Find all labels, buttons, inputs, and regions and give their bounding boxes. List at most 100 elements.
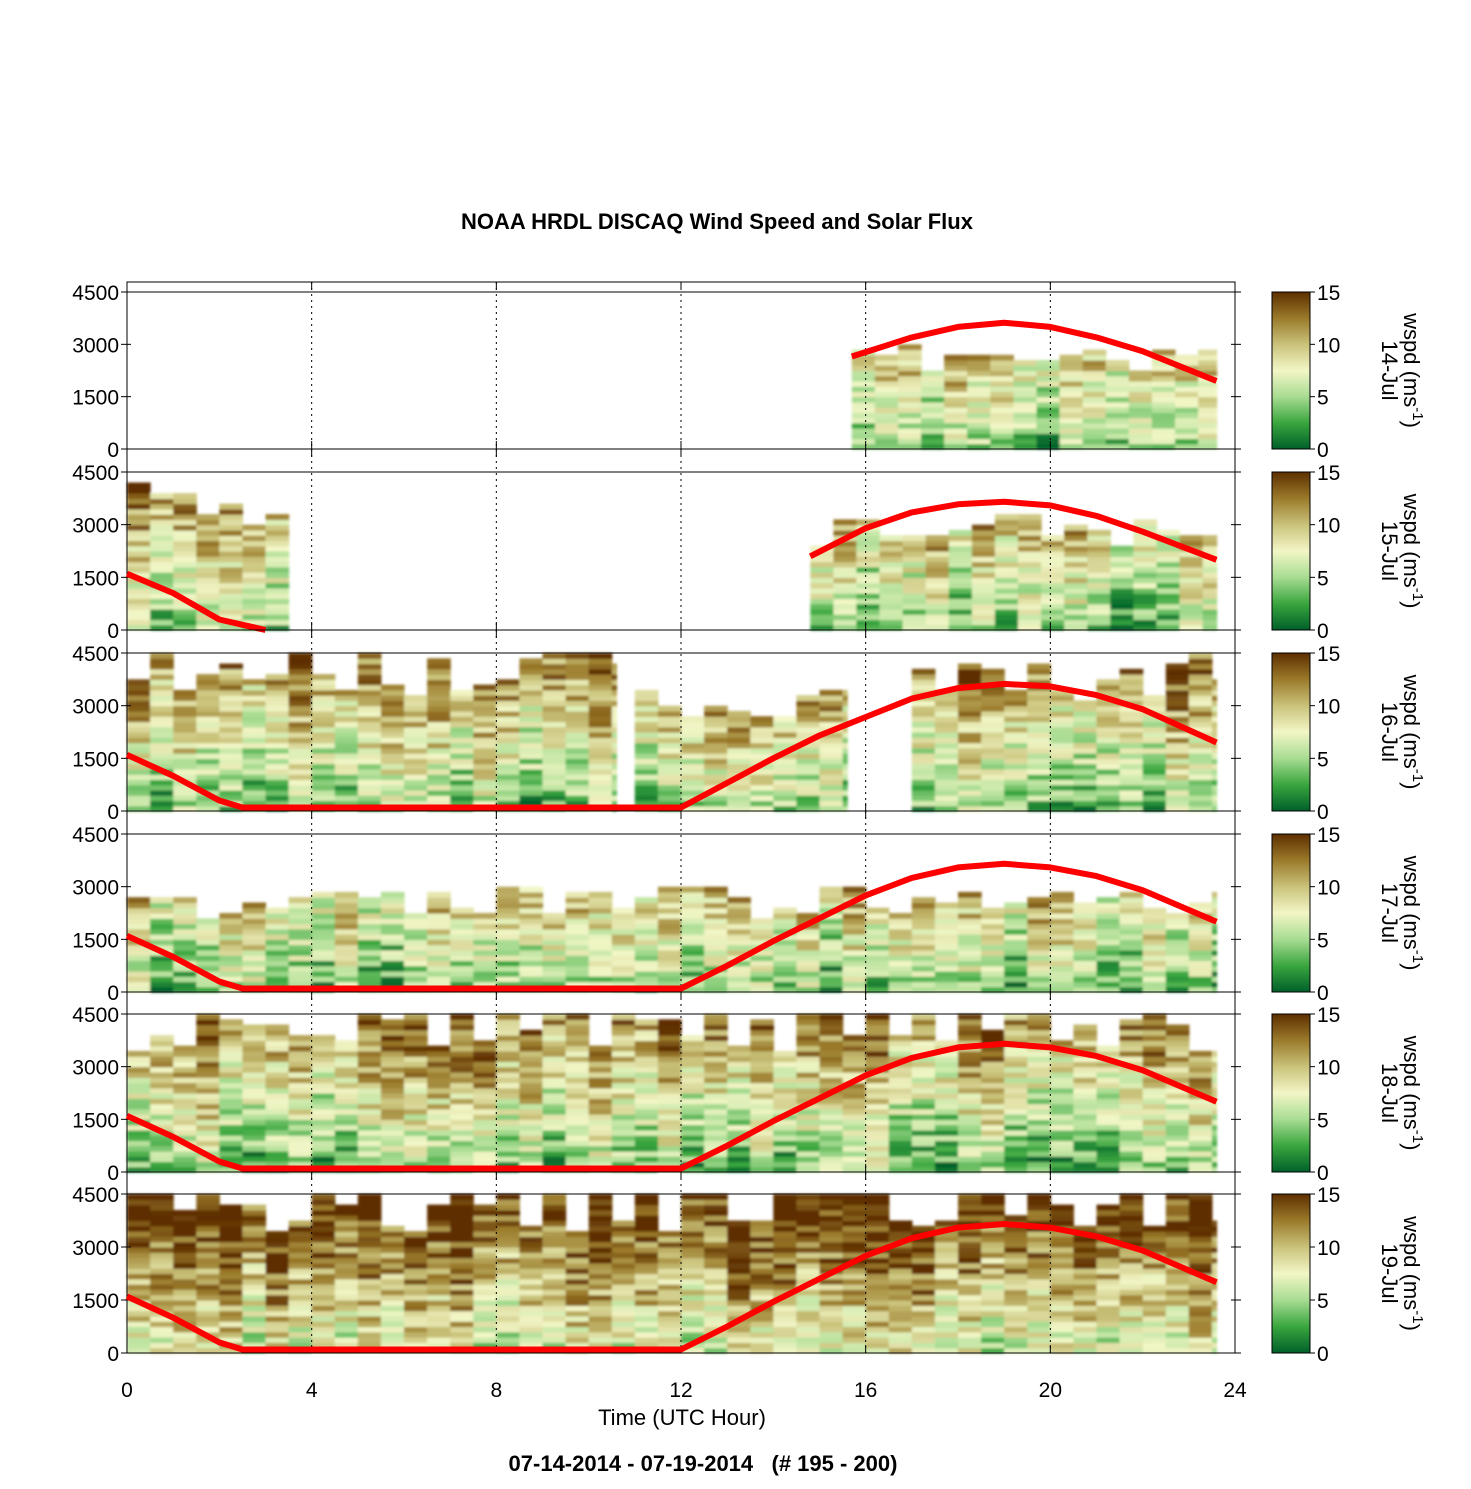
heatmap-cell (727, 976, 751, 983)
heatmap-cell (150, 1066, 174, 1073)
heatmap-cell (173, 721, 197, 728)
heatmap-cell (219, 774, 243, 780)
heatmap-cell (242, 1294, 267, 1301)
heatmap-cell (450, 907, 474, 914)
heatmap-cell (473, 774, 497, 780)
heatmap-cell (473, 747, 497, 754)
heatmap-cell (681, 1071, 705, 1078)
heatmap-cell (150, 1315, 174, 1322)
heatmap-cell (842, 805, 848, 812)
heatmap-cell (1202, 619, 1218, 626)
heatmap-cell (519, 1050, 544, 1057)
heatmap-cell (888, 1093, 913, 1099)
heatmap-cell (1096, 1145, 1121, 1152)
heatmap-cell (1064, 587, 1088, 594)
heatmap-cell (427, 960, 451, 967)
heatmap-cell (773, 1087, 797, 1094)
heatmap-cell (657, 1310, 682, 1317)
heatmap-cell (1119, 737, 1144, 744)
heatmap-cell (565, 758, 590, 765)
heatmap-cell (380, 970, 405, 977)
heatmap-cell (681, 960, 705, 967)
heatmap-cell (981, 960, 1005, 967)
heatmap-cell (796, 986, 821, 993)
heatmap-cell (450, 1035, 474, 1041)
heatmap-cell (427, 1071, 451, 1078)
heatmap-cell (357, 742, 382, 749)
heatmap-cell (1050, 1071, 1074, 1078)
heatmap-cell (1119, 1040, 1144, 1047)
heatmap-cell (288, 774, 313, 780)
heatmap-cell (265, 1119, 290, 1126)
y-tick-label: 1500 (72, 387, 119, 410)
heatmap-cell (911, 800, 936, 807)
heatmap-cell (925, 582, 950, 589)
heatmap-cell (1119, 918, 1144, 925)
heatmap-cell (380, 753, 405, 759)
heatmap-cell (588, 1124, 613, 1131)
y-tick-label: 3000 (72, 1057, 119, 1080)
heatmap-cell (496, 726, 520, 733)
heatmap-cell (519, 710, 544, 717)
heatmap-cell (1110, 593, 1134, 599)
heatmap-cell (404, 753, 428, 759)
heatmap-cell (1156, 561, 1181, 568)
heatmap-cell (944, 360, 968, 366)
heatmap-cell (634, 1257, 659, 1264)
heatmap-cell (851, 401, 876, 408)
heatmap-cell (810, 608, 834, 615)
heatmap-cell (727, 1156, 751, 1163)
heatmap-cell (1151, 401, 1176, 408)
heatmap-cell (334, 934, 359, 940)
heatmap-cell (1027, 1019, 1051, 1026)
heatmap-cell (219, 1252, 243, 1259)
wind-speed-heatmap (127, 886, 1218, 993)
heatmap-cell (196, 1156, 220, 1163)
heatmap-cell (958, 1135, 982, 1141)
heatmap-cell (150, 934, 174, 940)
heatmap-cell (450, 1268, 474, 1275)
heatmap-cell (681, 1082, 705, 1089)
heatmap-cell (994, 561, 1019, 568)
heatmap-cell (311, 934, 336, 940)
heatmap-cell (450, 1093, 474, 1099)
heatmap-cell (357, 653, 382, 659)
heatmap-cell (565, 784, 590, 791)
heatmap-cell (311, 768, 336, 775)
heatmap-cell (1142, 1156, 1167, 1163)
heatmap-cell (634, 1310, 659, 1317)
heatmap-cell (657, 800, 682, 807)
heatmap-cell (958, 1098, 982, 1105)
heatmap-cell (127, 556, 151, 563)
heatmap-cell (1096, 800, 1121, 807)
heatmap-cell (1096, 918, 1121, 925)
heatmap-cell (819, 795, 844, 802)
heatmap-cell (704, 1124, 728, 1131)
heatmap-cell (404, 768, 428, 775)
heatmap-cell (1175, 370, 1199, 377)
heatmap-cell (380, 689, 405, 696)
heatmap-cell (404, 1140, 428, 1147)
heatmap-cell (796, 763, 821, 770)
heatmap-cell (150, 747, 174, 754)
heatmap-cell (819, 800, 844, 807)
heatmap-cell (150, 1140, 174, 1147)
heatmap-cell (1082, 365, 1107, 372)
heatmap-cell (196, 619, 220, 626)
heatmap-cell (219, 624, 243, 631)
heatmap-cell (921, 422, 945, 429)
heatmap-cell (1119, 763, 1144, 770)
heatmap-cell (450, 923, 474, 930)
heatmap-cell (967, 438, 991, 445)
heatmap-cell (911, 1071, 936, 1078)
heatmap-cell (1165, 1093, 1190, 1099)
heatmap-cell (542, 1029, 567, 1036)
heatmap-cell (288, 897, 313, 904)
heatmap-cell (819, 918, 844, 925)
heatmap-cell (842, 1093, 867, 1099)
heatmap-cell (357, 934, 382, 940)
heatmap-cell (994, 535, 1019, 542)
heatmap-cell (173, 774, 197, 780)
heatmap-cell (127, 1347, 151, 1354)
heatmap-cell (473, 1056, 497, 1062)
